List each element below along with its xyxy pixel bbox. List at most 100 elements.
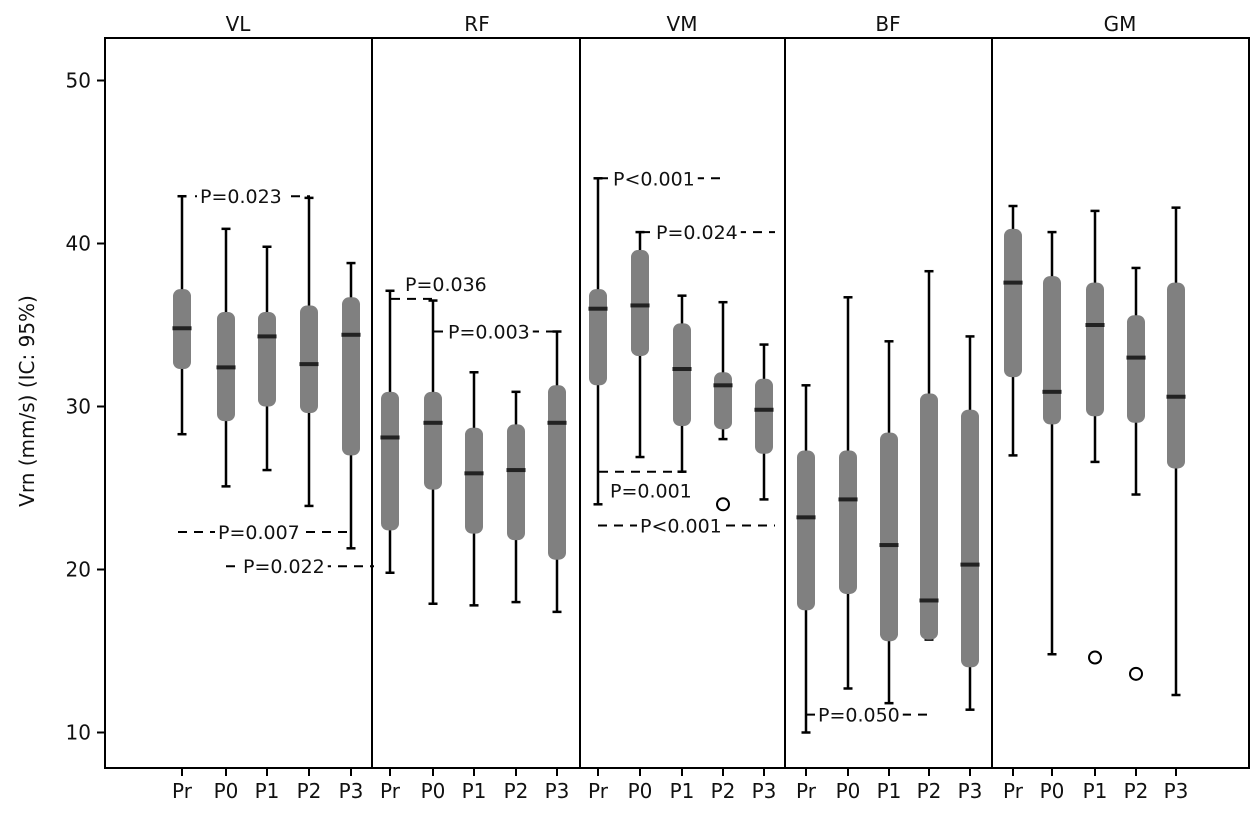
- x-tick-label: P1: [1083, 779, 1108, 803]
- box-bf-p2: [919, 269, 939, 641]
- iqr-box: [1167, 282, 1185, 469]
- x-tick-label: P2: [1124, 779, 1149, 803]
- box-rf-p1: [464, 371, 484, 607]
- median-line: [464, 471, 484, 476]
- iqr-box: [839, 450, 857, 594]
- p-value-annotation: P=0.022: [226, 556, 374, 579]
- y-axis: 10 20 30 40 50: [66, 69, 105, 745]
- median-line: [257, 334, 277, 339]
- x-tick-label: P3: [339, 779, 364, 803]
- x-tick-label: P2: [504, 779, 529, 803]
- x-tick-label: Pr: [380, 779, 401, 803]
- median-line: [506, 468, 526, 473]
- iqr-box: [1086, 282, 1104, 417]
- box-gm-p3: [1166, 206, 1186, 697]
- panel-bf: BF: [796, 12, 980, 734]
- iqr-box: [714, 372, 732, 430]
- iqr-box: [961, 409, 979, 668]
- x-tick-label: Pr: [796, 779, 817, 803]
- iqr-box: [342, 297, 360, 456]
- median-line: [547, 420, 567, 425]
- box-vl-p2: [299, 196, 319, 508]
- x-tick-label: P3: [752, 779, 777, 803]
- p-value-label-bg: [197, 186, 285, 209]
- box-rf-p3: [547, 330, 567, 614]
- annotations: P=0.023 P=0.007 P=0.022 P=0.036 P=0.003 P<0.0…: [178, 168, 930, 727]
- median-line: [341, 332, 361, 337]
- median-line: [960, 562, 980, 567]
- x-tick-label: P3: [545, 779, 570, 803]
- iqr-box: [589, 289, 607, 386]
- p-value-annotation: P=0.036: [391, 274, 487, 300]
- box-vl-p0: [216, 227, 236, 488]
- box-bf-p0: [838, 296, 858, 690]
- p-value-label: P=0.050: [818, 705, 900, 727]
- median-line: [1085, 323, 1105, 327]
- p-value-label: P=0.024: [656, 222, 738, 244]
- iqr-box: [507, 424, 525, 541]
- iqr-box: [1127, 315, 1145, 423]
- iqr-box: [755, 378, 773, 454]
- iqr-box: [424, 391, 442, 490]
- box-vm-p0: [630, 230, 650, 459]
- x-tick-label: P0: [836, 779, 861, 803]
- x-tick-label: P1: [877, 779, 902, 803]
- x-tick-label: P0: [421, 779, 446, 803]
- x-tick-label: P1: [462, 779, 487, 803]
- x-tick-label: P1: [670, 779, 695, 803]
- panels: VL RF VM BF GM: [172, 12, 1186, 734]
- box-gm-pr: [1003, 204, 1023, 457]
- iqr-box: [258, 311, 276, 407]
- iqr-box: [465, 427, 483, 534]
- x-tick-label: P1: [255, 779, 280, 803]
- median-line: [713, 383, 733, 388]
- plot-border: [104, 37, 1250, 769]
- p-value-annotation: P<0.001: [598, 515, 775, 538]
- y-tick-label: 20: [66, 558, 91, 582]
- box-vl-pr: [172, 194, 192, 436]
- median-line: [588, 306, 608, 311]
- p-value-annotation: P=0.050: [806, 704, 930, 727]
- p-value-annotation: P=0.003: [434, 321, 556, 344]
- x-axis: Pr P0 P1 P2 P3 Pr P0 P1 P2 P3 Pr P0 P1 P2 P3 Pr P0 P1 P2 P3…: [172, 768, 1188, 803]
- p-value-label-bg: [815, 704, 903, 727]
- panel-rf: RF: [380, 12, 567, 614]
- outlier-point: [1129, 666, 1143, 681]
- p-value-annotation: P=0.007: [178, 522, 352, 545]
- box-vm-p2: [713, 300, 733, 512]
- median-line: [172, 326, 192, 331]
- panel-vl: VL: [172, 12, 361, 550]
- y-tick-label: 10: [66, 721, 91, 745]
- p-value-label-bg: [445, 321, 533, 344]
- box-bf-p1: [879, 340, 899, 705]
- panel-title: BF: [875, 12, 900, 36]
- box-rf-pr: [380, 289, 400, 575]
- panel-title: GM: [1104, 12, 1137, 36]
- p-value-label-bg: [215, 522, 303, 545]
- p-value-label: P<0.001: [613, 168, 695, 190]
- median-line: [423, 420, 443, 425]
- x-tick-label: P2: [711, 779, 736, 803]
- box-rf-p2: [506, 390, 526, 604]
- p-value-annotation: P=0.023: [195, 186, 310, 209]
- y-axis-label: Vrn (mm/s) (IC: 95%): [15, 295, 39, 507]
- iqr-box: [548, 385, 566, 560]
- median-line: [630, 303, 650, 308]
- box-vm-pr: [588, 177, 608, 506]
- median-line: [879, 543, 899, 548]
- x-tick-label: P2: [297, 779, 322, 803]
- box-bf-p3: [960, 335, 980, 711]
- p-value-label: P=0.001: [610, 481, 692, 503]
- median-line: [1042, 389, 1062, 394]
- p-value-label: P=0.023: [200, 186, 282, 208]
- iqr-box: [880, 432, 898, 642]
- median-line: [838, 497, 858, 502]
- x-tick-label: P0: [1040, 779, 1065, 803]
- median-line: [380, 435, 400, 440]
- box-vm-p1: [672, 294, 692, 473]
- panel-title: RF: [464, 12, 489, 36]
- median-line: [299, 362, 319, 367]
- median-line: [1003, 280, 1023, 285]
- p-value-label: P=0.022: [243, 556, 325, 578]
